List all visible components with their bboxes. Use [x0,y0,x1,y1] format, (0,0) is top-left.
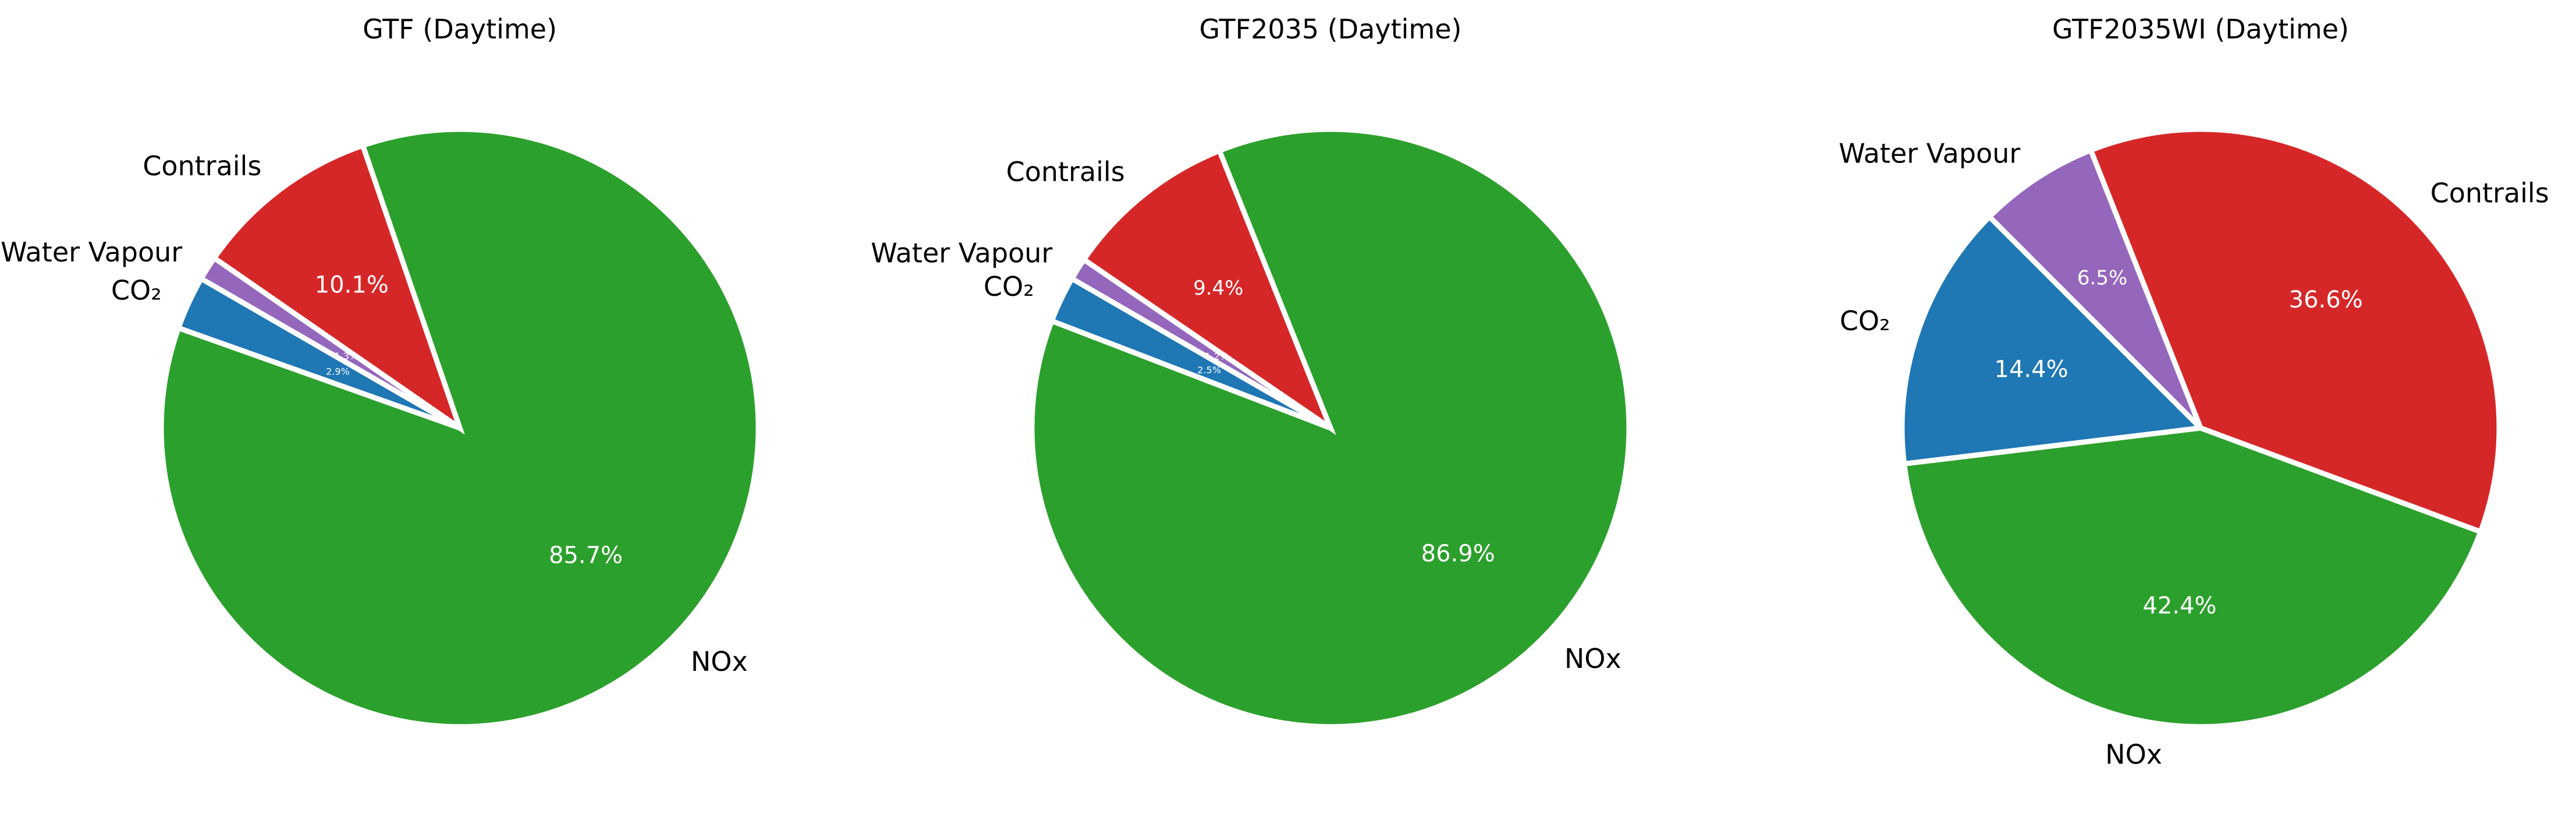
pie-slice-nox [1901,425,2484,730]
category-label-nox: NOx [2105,738,2162,770]
pct-label-contrails: 10.1% [315,272,389,299]
pct-label-water-vapour: 1.3% [335,351,359,362]
category-label-co: CO₂ [1840,305,1890,337]
pct-label-contrails: 36.6% [2289,287,2363,313]
pct-label-water-vapour: 1.2% [1205,351,1229,362]
chart-title-gtf2035wi: GTF2035WI (Daytime) [2052,13,2349,45]
pct-label-nox: 86.9% [1421,540,1495,567]
category-label-co: CO₂ [984,271,1034,302]
pie-chart-gtf: GTF (Daytime) 2.9% 85.7% 10.1% 1.3% CO₂ NOx C… [1,13,761,730]
category-label-contrails: Contrails [143,150,261,182]
category-label-water-vapour: Water Vapour [1839,137,2020,169]
pie-slice-water-vapour [197,254,462,430]
pie-slice-water-vapour [1068,256,1332,430]
pie-slice-contrails [1080,147,1336,436]
pct-label-contrails: 9.4% [1193,277,1243,300]
category-label-nox: NOx [691,646,748,677]
pie-slice-contrails [2087,126,2502,535]
pie-slice-water-vapour [1985,147,2204,430]
pct-label-water-vapour: 6.5% [2077,267,2127,290]
pct-label-nox: 85.7% [549,542,623,569]
chart-title-gtf2035: GTF2035 (Daytime) [1200,13,1462,45]
pie-slice-co [1899,213,2206,467]
category-label-contrails: Contrails [2430,178,2549,209]
category-label-water-vapour: Water Vapour [1,236,182,268]
pct-label-co: 14.4% [1995,356,2068,383]
chart-title-gtf: GTF (Daytime) [363,13,557,45]
pct-label-nox: 42.4% [2142,593,2216,620]
category-label-nox: NOx [1564,643,1621,674]
pct-label-co: 2.9% [326,366,350,377]
pie-chart-gtf2035: GTF2035 (Daytime) 2.5% 86.9% 9.4% 1.2% CO₂ N… [871,13,1632,730]
pct-label-co: 2.5% [1197,365,1221,376]
pie-slice-contrails [210,142,465,435]
pie-chart-gtf2035wi: GTF2035WI (Daytime) 14.4%42.4%36.6%6.5% … [1839,13,2549,770]
category-label-water-vapour: Water Vapour [871,238,1052,269]
category-label-contrails: Contrails [1006,156,1125,188]
category-label-co: CO₂ [111,275,162,306]
